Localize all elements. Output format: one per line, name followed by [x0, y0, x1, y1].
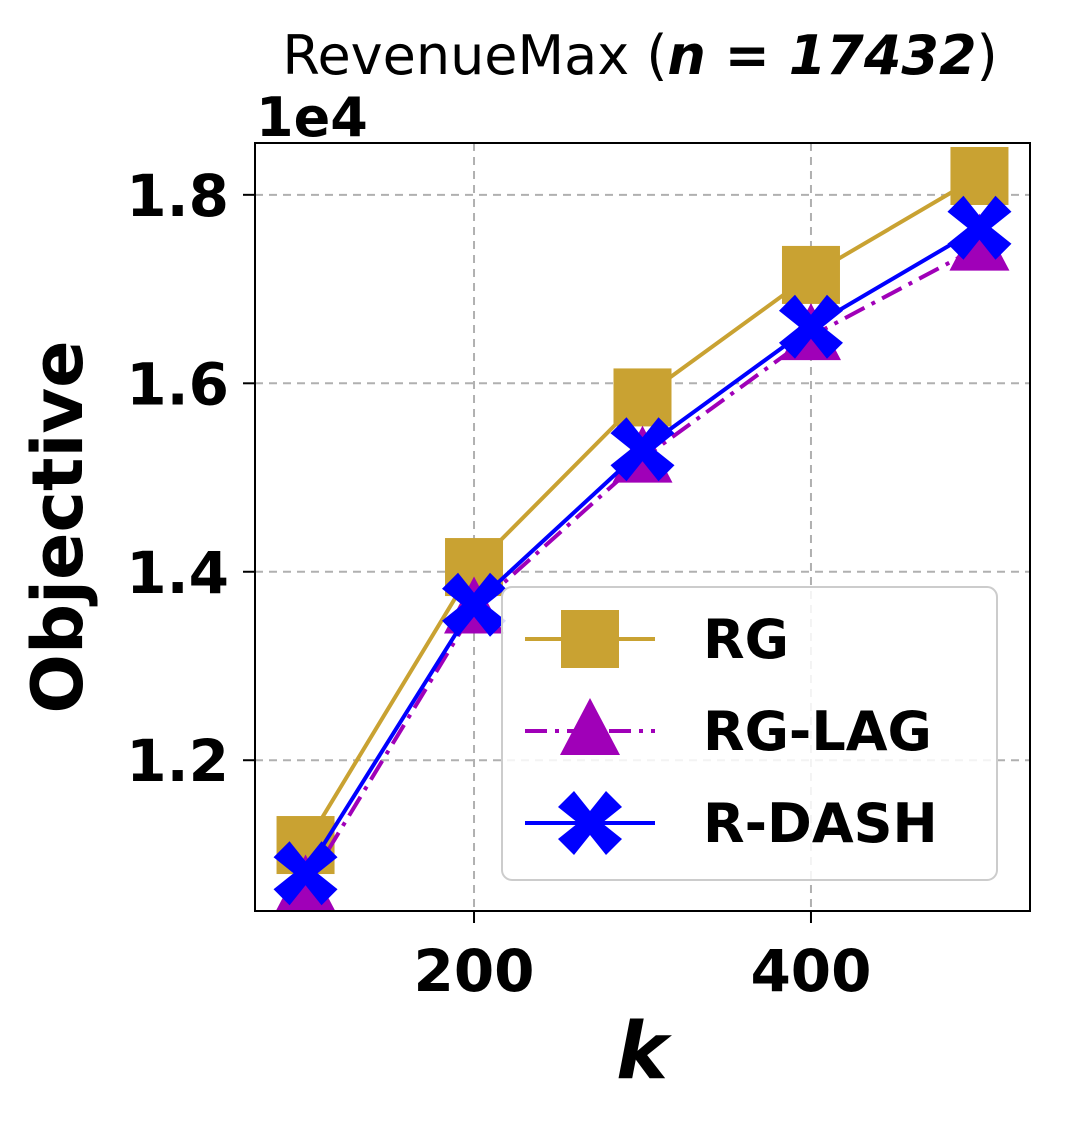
data-point-r-dash: [610, 417, 675, 482]
series-r-dash: [273, 195, 1012, 906]
legend-marker-rg-lag: [560, 698, 620, 755]
y-tick-label: 1.4: [126, 539, 229, 607]
legend-box: [501, 586, 998, 881]
series-rg: [276, 146, 1009, 875]
data-point-r-dash: [442, 572, 507, 637]
data-point-r-dash: [947, 195, 1012, 260]
data-point-rg: [613, 368, 672, 427]
legend-marker-r-dash: [558, 791, 622, 855]
y-axis-label: Objective: [17, 340, 99, 713]
x-tick-label: 400: [750, 937, 871, 1005]
data-point-r-dash: [778, 294, 843, 359]
y-tick-label: 1.6: [126, 350, 229, 418]
data-point-r-dash: [273, 841, 338, 906]
legend-label-r-dash: R-DASH: [703, 792, 938, 855]
legend-label-rg-lag: RG-LAG: [703, 700, 932, 763]
data-point-rg: [781, 245, 840, 304]
plot-series: [273, 146, 1012, 912]
y-tick-label: 1.2: [126, 727, 229, 795]
legend: RG RG-LAG R-DASH: [501, 586, 998, 881]
data-point-rg: [950, 146, 1009, 205]
plot-frame: [254, 142, 1031, 912]
y-tick-label: 1.8: [126, 162, 229, 230]
axis-offset-label: 1e4: [256, 86, 368, 149]
legend-marker-rg: [561, 610, 619, 668]
legend-label-rg: RG: [703, 608, 789, 671]
x-tick-label: 200: [413, 937, 534, 1005]
x-axis-label: k: [616, 1007, 672, 1097]
axis-ticks: 200 400 1.2 1.4 1.6 1.8: [126, 162, 871, 1005]
chart-title: RevenueMax (n = 17432): [282, 24, 997, 87]
